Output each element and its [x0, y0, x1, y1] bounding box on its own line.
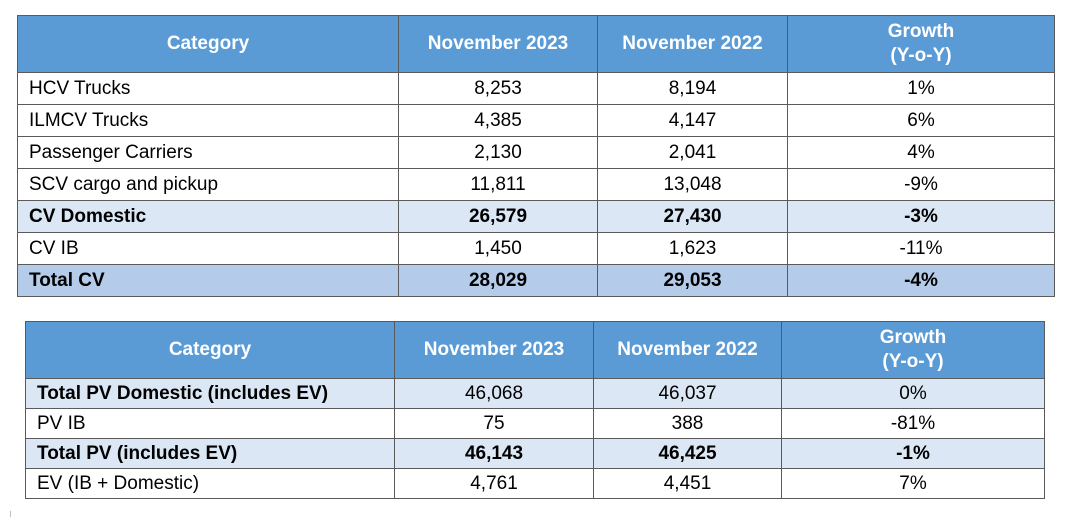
row-category: CV Domestic — [17, 200, 399, 233]
row-nov-2023: 46,068 — [394, 378, 594, 409]
header-nov-2022: November 2022 — [597, 15, 788, 73]
row-category: Passenger Carriers — [17, 136, 399, 169]
row-growth: 0% — [781, 378, 1045, 409]
row-nov-2022: 4,147 — [597, 104, 788, 137]
header-growth-sublabel: (Y-o-Y) — [890, 45, 952, 66]
row-growth: -1% — [781, 438, 1045, 469]
row-nov-2023: 75 — [394, 408, 594, 439]
row-nov-2023: 28,029 — [398, 264, 598, 297]
row-growth: -11% — [787, 232, 1055, 265]
row-nov-2023: 1,450 — [398, 232, 598, 265]
row-category: CV IB — [17, 232, 399, 265]
row-growth: -81% — [781, 408, 1045, 439]
row-nov-2023: 4,761 — [394, 468, 594, 499]
header-nov-2023: November 2023 — [394, 321, 594, 379]
table-header-row: Category November 2023 November 2022 Gro… — [25, 321, 1045, 379]
row-growth: -9% — [787, 168, 1055, 201]
row-growth: 4% — [787, 136, 1055, 169]
row-nov-2023: 26,579 — [398, 200, 598, 233]
header-growth-label: Growth — [887, 21, 955, 42]
row-category: ILMCV Trucks — [17, 104, 399, 137]
table-row: SCV cargo and pickup 11,811 13,048 -9% — [17, 168, 1055, 201]
table-row: CV IB 1,450 1,623 -11% — [17, 232, 1055, 265]
table-header-row: Category November 2023 November 2022 Gro… — [17, 15, 1055, 73]
cv-sales-table: Category November 2023 November 2022 Gro… — [17, 15, 1055, 297]
table-row: Passenger Carriers 2,130 2,041 4% — [17, 136, 1055, 169]
header-growth-label: Growth — [879, 327, 947, 348]
total-row: Total CV 28,029 29,053 -4% — [17, 264, 1055, 297]
table-row: EV (IB + Domestic) 4,761 4,451 7% — [25, 468, 1045, 499]
row-nov-2022: 29,053 — [597, 264, 788, 297]
row-category: PV IB — [25, 408, 395, 439]
row-nov-2023: 46,143 — [394, 438, 594, 469]
row-growth: 6% — [787, 104, 1055, 137]
row-category: SCV cargo and pickup — [17, 168, 399, 201]
header-category: Category — [25, 321, 395, 379]
subtotal-row: CV Domestic 26,579 27,430 -3% — [17, 200, 1055, 233]
header-growth-sublabel: (Y-o-Y) — [882, 351, 944, 372]
row-nov-2022: 46,037 — [593, 378, 782, 409]
table-row: PV IB 75 388 -81% — [25, 408, 1045, 439]
row-category: Total CV — [17, 264, 399, 297]
subtotal-row: Total PV Domestic (includes EV) 46,068 4… — [25, 378, 1045, 409]
corner-mark — [10, 511, 11, 517]
total-row: Total PV (includes EV) 46,143 46,425 -1% — [25, 438, 1045, 469]
row-nov-2023: 2,130 — [398, 136, 598, 169]
row-growth: 1% — [787, 72, 1055, 105]
row-category: Total PV Domestic (includes EV) — [25, 378, 395, 409]
header-growth: Growth (Y-o-Y) — [781, 321, 1045, 379]
table-row: HCV Trucks 8,253 8,194 1% — [17, 72, 1055, 105]
row-nov-2023: 8,253 — [398, 72, 598, 105]
row-growth: -4% — [787, 264, 1055, 297]
row-nov-2022: 27,430 — [597, 200, 788, 233]
row-nov-2022: 388 — [593, 408, 782, 439]
table-row: ILMCV Trucks 4,385 4,147 6% — [17, 104, 1055, 137]
row-nov-2022: 13,048 — [597, 168, 788, 201]
header-nov-2023: November 2023 — [398, 15, 598, 73]
header-growth: Growth (Y-o-Y) — [787, 15, 1055, 73]
row-nov-2023: 11,811 — [398, 168, 598, 201]
row-category: Total PV (includes EV) — [25, 438, 395, 469]
row-nov-2023: 4,385 — [398, 104, 598, 137]
row-category: EV (IB + Domestic) — [25, 468, 395, 499]
row-nov-2022: 4,451 — [593, 468, 782, 499]
row-nov-2022: 46,425 — [593, 438, 782, 469]
row-growth: 7% — [781, 468, 1045, 499]
row-growth: -3% — [787, 200, 1055, 233]
header-category: Category — [17, 15, 399, 73]
header-nov-2022: November 2022 — [593, 321, 782, 379]
pv-sales-table: Category November 2023 November 2022 Gro… — [25, 321, 1045, 499]
row-category: HCV Trucks — [17, 72, 399, 105]
row-nov-2022: 8,194 — [597, 72, 788, 105]
row-nov-2022: 1,623 — [597, 232, 788, 265]
row-nov-2022: 2,041 — [597, 136, 788, 169]
